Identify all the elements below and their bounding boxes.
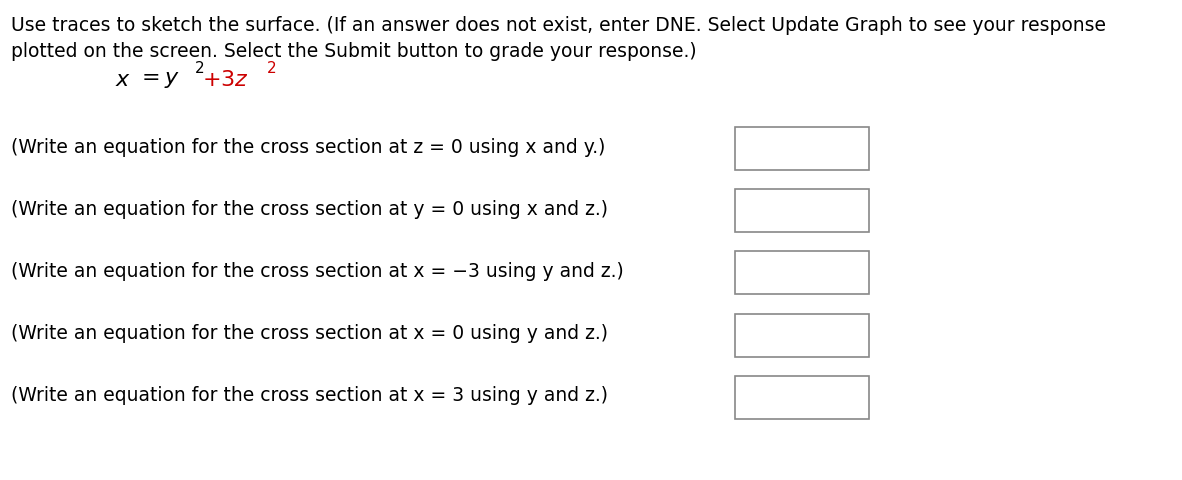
Text: (Write an equation for the cross section at z = 0 using x and y.): (Write an equation for the cross section… — [12, 137, 605, 156]
Text: Use traces to sketch the surface. (If an answer does not exist, enter DNE. Selec: Use traces to sketch the surface. (If an… — [12, 16, 1106, 61]
FancyBboxPatch shape — [735, 190, 869, 233]
FancyBboxPatch shape — [735, 376, 869, 419]
Text: $2$: $2$ — [194, 60, 203, 75]
FancyBboxPatch shape — [735, 252, 869, 295]
FancyBboxPatch shape — [735, 314, 869, 357]
FancyBboxPatch shape — [735, 128, 869, 171]
Text: (Write an equation for the cross section at y = 0 using x and z.): (Write an equation for the cross section… — [12, 200, 609, 218]
Text: $= y$: $= y$ — [137, 70, 180, 90]
Text: (Write an equation for the cross section at x = −3 using y and z.): (Write an equation for the cross section… — [12, 262, 624, 280]
Text: (Write an equation for the cross section at x = 3 using y and z.): (Write an equation for the cross section… — [12, 385, 609, 405]
Text: (Write an equation for the cross section at x = 0 using y and z.): (Write an equation for the cross section… — [12, 324, 609, 343]
Text: $2$: $2$ — [266, 60, 277, 75]
Text: $x$: $x$ — [116, 70, 131, 90]
Text: $+ 3z$: $+ 3z$ — [202, 70, 248, 90]
